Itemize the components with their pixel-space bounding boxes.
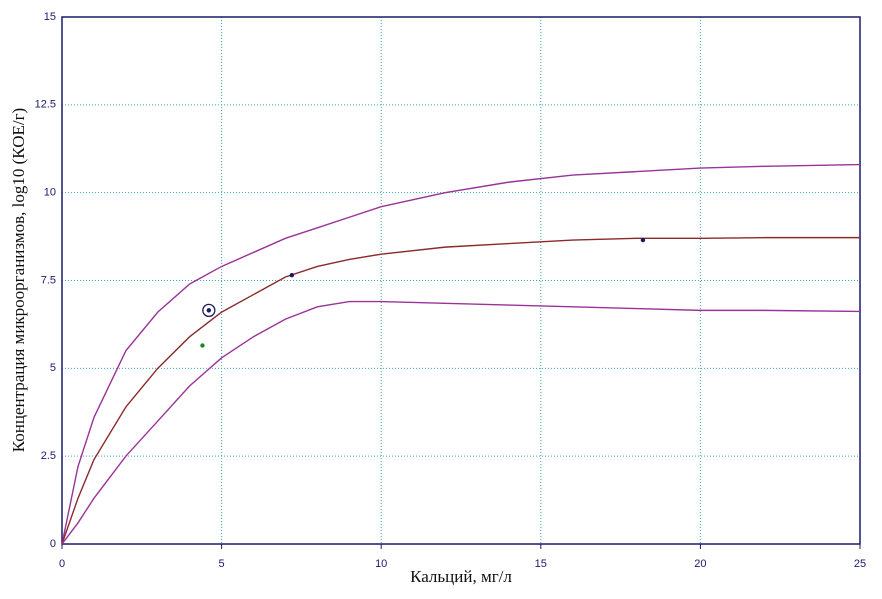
x-tick-label: 10 [375,558,387,570]
x-tick-label: 5 [219,558,225,570]
y-tick-label: 7.5 [41,274,56,286]
line-series [61,236,860,545]
y-tick-label: 12.5 [35,99,56,111]
data-point [206,308,212,313]
x-axis-label: Кальций, мг/л [410,567,512,586]
x-tick-label: 25 [854,558,866,570]
point-ring [202,303,216,318]
y-axis-label: Концентрация микроорганизмов, log10 (КОЕ… [9,108,28,452]
y-tick-label: 10 [44,187,56,199]
data-point [640,237,646,243]
data-point [289,273,295,278]
x-tick-label: 15 [535,558,547,570]
line-series [61,163,861,545]
x-tick-label: 0 [59,558,65,570]
y-tick-label: 15 [44,11,56,23]
line-series [61,300,861,545]
y-tick-label: 5 [50,362,56,374]
y-tick-label: 2.5 [41,450,56,462]
data-point [200,343,205,348]
x-tick-label: 20 [694,558,706,570]
plot-frame [61,16,861,545]
y-tick-label: 0 [50,538,56,550]
